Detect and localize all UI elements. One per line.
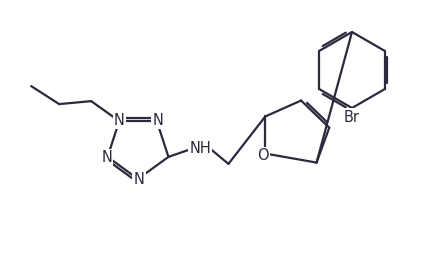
Text: O: O [258, 148, 269, 163]
Text: NH: NH [190, 142, 211, 156]
Text: N: N [114, 113, 125, 128]
Text: Br: Br [344, 109, 360, 125]
Text: N: N [101, 151, 112, 165]
Text: N: N [152, 113, 163, 128]
Text: N: N [134, 173, 144, 188]
